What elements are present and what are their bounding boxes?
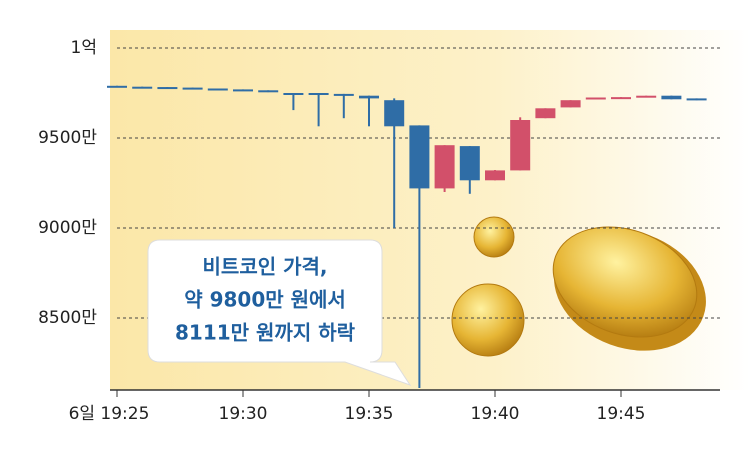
candle-body [560, 100, 581, 108]
y-tick-label: 9000만 [38, 218, 97, 238]
candle-body [233, 89, 253, 92]
candle-body [157, 87, 178, 90]
candle-body [661, 95, 682, 100]
candle-body [182, 87, 203, 90]
candle-body [636, 95, 657, 98]
candle-body [459, 146, 480, 181]
candle-body [535, 108, 556, 119]
x-tick-label: 19:45 [597, 404, 646, 424]
coins [451, 216, 706, 357]
candle-body [686, 98, 707, 101]
y-tick-label: 9500만 [38, 128, 97, 148]
candle-body [611, 97, 631, 100]
candle-body [409, 125, 430, 189]
candle-body [207, 88, 228, 91]
x-tick-label: 19:30 [219, 404, 268, 424]
candle-body [258, 90, 279, 93]
candle-body [308, 93, 329, 95]
candle-body [485, 170, 505, 181]
candle-body [384, 100, 405, 127]
y-tick-label: 1억 [71, 38, 97, 58]
y-tick-label: 8500만 [38, 308, 97, 328]
x-tick-label: 19:40 [471, 404, 520, 424]
x-tick-label: 19:35 [345, 404, 394, 424]
candle-body [510, 120, 531, 171]
candle-body [107, 85, 127, 88]
x-tick-label: 6일 19:25 [69, 404, 150, 424]
annotation-box: 비트코인 가격, 약 9800만 원에서 8111만 원까지 하락 [147, 239, 412, 386]
candle-body [585, 97, 606, 100]
annotation-line: 비트코인 가격, [203, 255, 328, 279]
candle-body [434, 145, 455, 189]
annotation-line: 약 9800만 원에서 [184, 288, 346, 312]
candle-body [283, 93, 304, 95]
candle-body [132, 86, 153, 89]
annotation-line: 8111만 원까지 하락 [175, 321, 356, 345]
candle-body [333, 93, 354, 96]
candle-body [359, 95, 379, 99]
